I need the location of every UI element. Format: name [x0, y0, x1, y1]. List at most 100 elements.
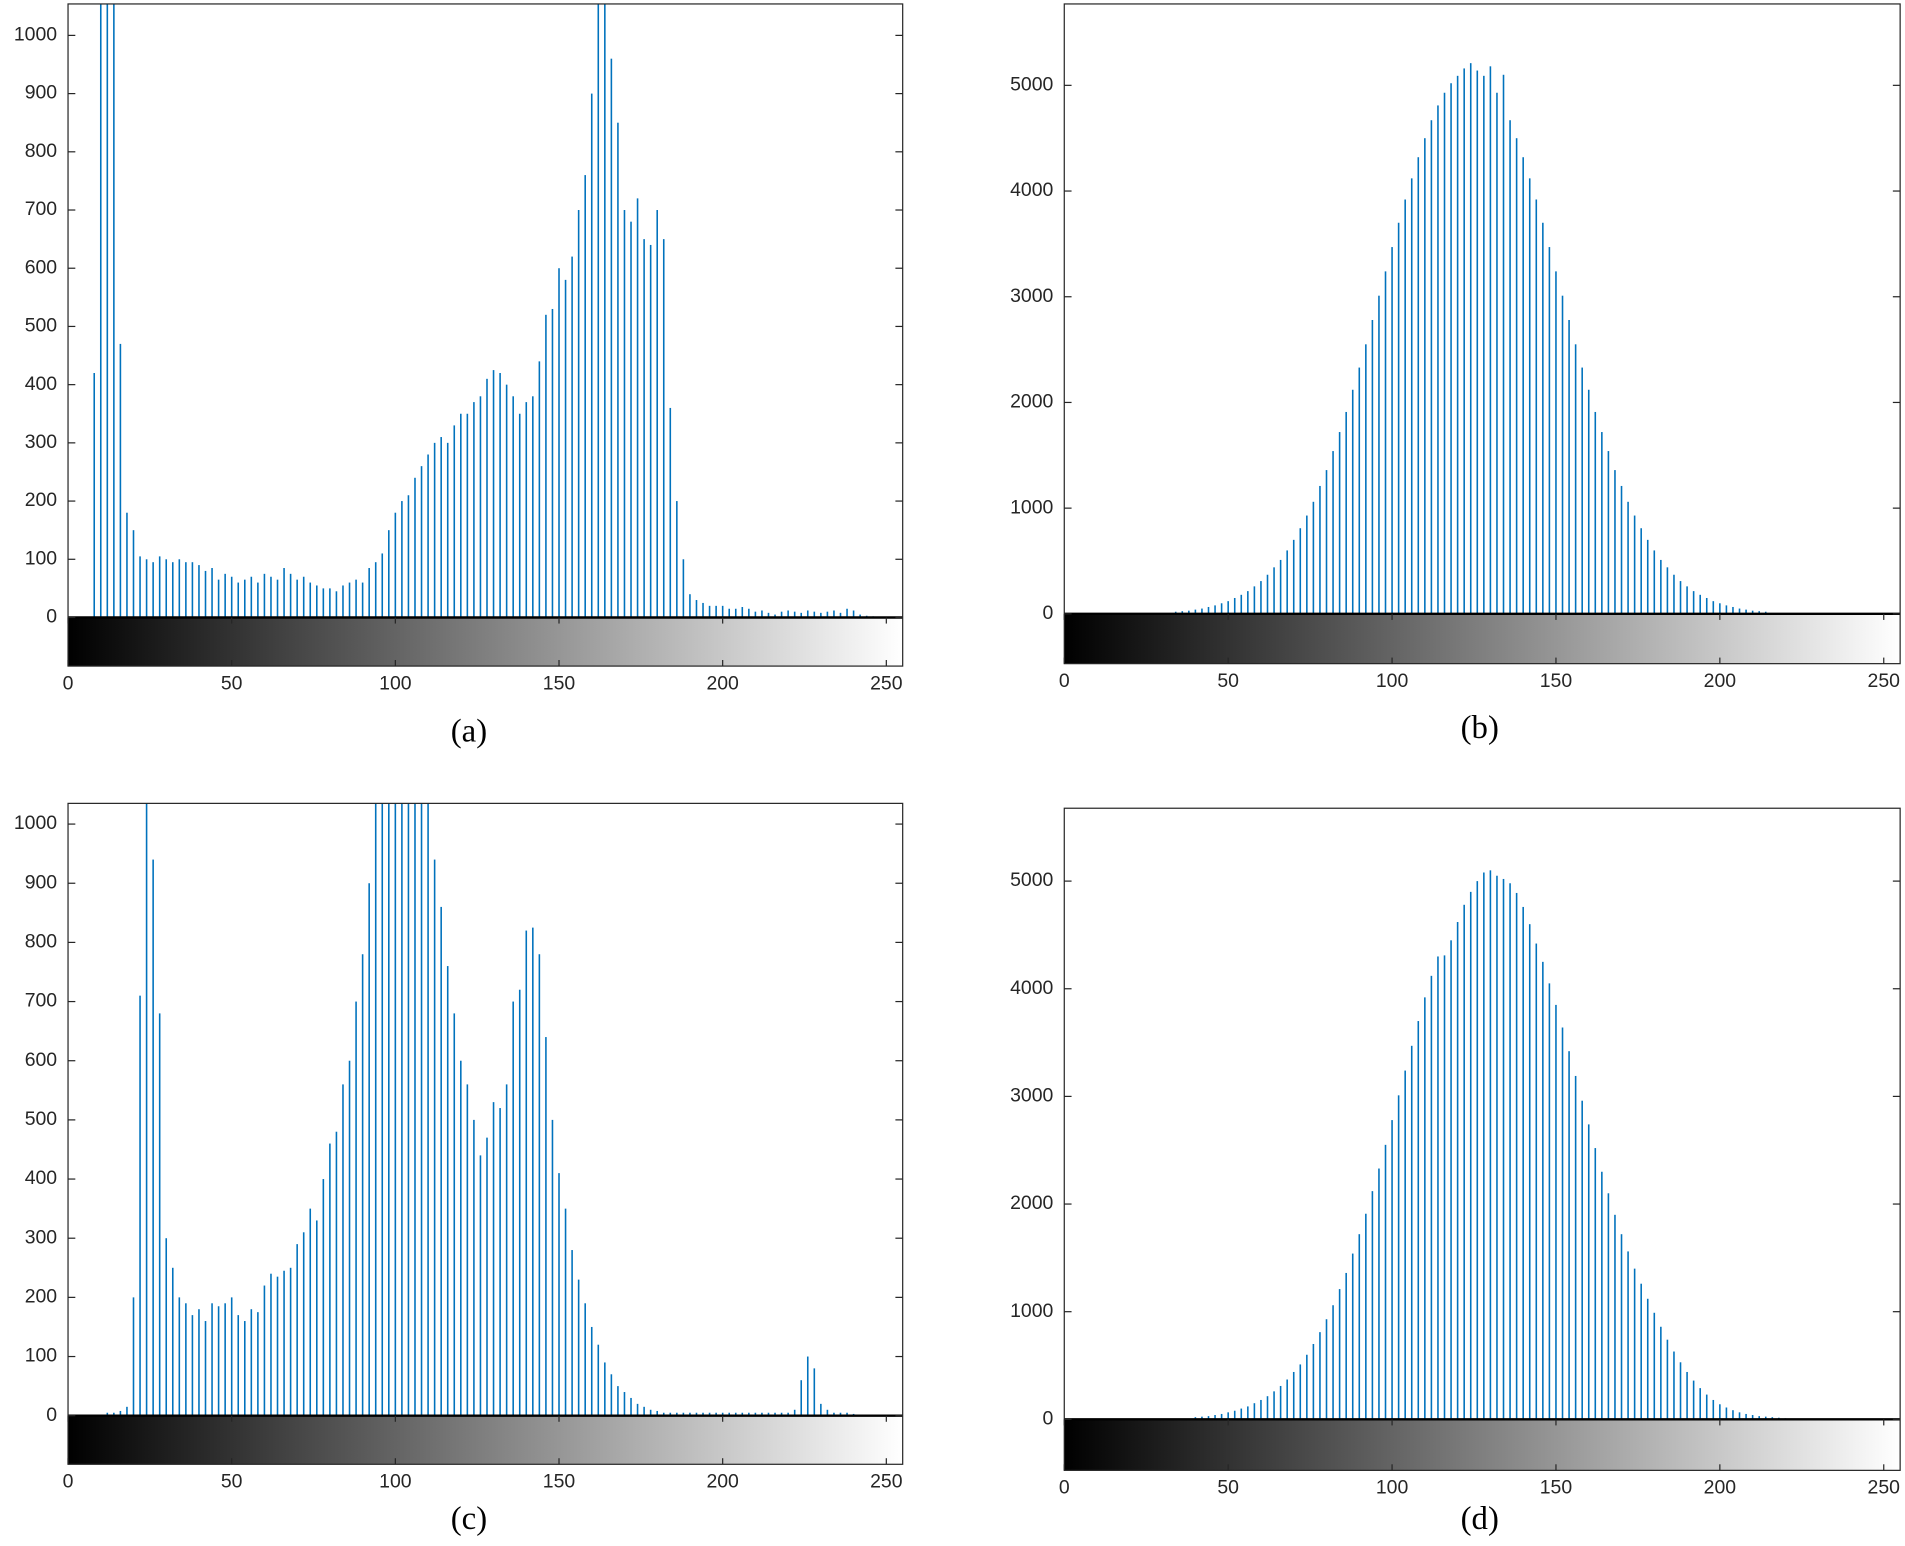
bar [604, 3, 606, 618]
bar [243, 579, 246, 618]
bar [1542, 222, 1544, 614]
bar [1227, 1412, 1229, 1420]
bar [126, 1406, 128, 1416]
caption: (d) [1461, 1501, 1499, 1537]
bar [1627, 501, 1629, 614]
bar [1692, 1380, 1695, 1420]
bar [348, 582, 351, 618]
bar [113, 3, 115, 618]
bar [695, 1412, 698, 1416]
bar [676, 501, 678, 618]
bar [1548, 247, 1551, 614]
bar [211, 1303, 213, 1416]
bar [1306, 515, 1308, 614]
plot-area [1064, 808, 1901, 1420]
bar [728, 1412, 731, 1416]
bar [119, 1410, 122, 1416]
bar [1306, 1354, 1308, 1420]
bar [518, 413, 521, 618]
bar [499, 1108, 501, 1416]
bar [1207, 606, 1210, 614]
bar [499, 373, 501, 618]
y-tick-label: 100 [25, 1345, 58, 1367]
bar [165, 559, 168, 618]
bar [532, 396, 534, 618]
y-tick-label: 2000 [1010, 1192, 1053, 1214]
bar [460, 1060, 462, 1416]
bar [355, 1001, 357, 1416]
bar [1292, 539, 1295, 614]
bar [1397, 222, 1400, 614]
bar [1476, 881, 1479, 1420]
bar [590, 93, 593, 618]
bar [525, 402, 528, 618]
y-tick-label: 4000 [1010, 977, 1053, 999]
bar [551, 1119, 554, 1416]
bar [721, 605, 724, 618]
bar [1568, 319, 1570, 614]
bar [813, 611, 816, 618]
bar [1463, 68, 1465, 614]
bar [617, 122, 619, 618]
bar [1725, 605, 1728, 614]
bar [512, 1001, 514, 1416]
bar [1456, 75, 1459, 614]
bar [1614, 470, 1616, 614]
axes-box [67, 3, 904, 667]
bar [505, 1084, 508, 1416]
panel: 0 1000 2000 3000 4000 5000 0 50 100 150 200 250 (d) [1010, 807, 1901, 1537]
bar [564, 279, 567, 618]
bar [649, 244, 652, 618]
bar [178, 1297, 181, 1416]
bar [1745, 609, 1747, 614]
bar [793, 611, 796, 618]
bar [656, 1410, 658, 1416]
bar [1496, 875, 1498, 1420]
bar [669, 407, 672, 618]
bar [329, 588, 331, 618]
bar [381, 803, 384, 1416]
bar [1653, 550, 1656, 614]
bar [689, 1412, 691, 1416]
y-tick-label: 500 [25, 315, 58, 337]
bar [708, 605, 711, 618]
bar [1640, 1283, 1642, 1420]
bar [1247, 591, 1249, 614]
bar [316, 585, 318, 618]
bar [767, 1412, 770, 1416]
bar [584, 1303, 586, 1416]
bar [270, 576, 272, 618]
bar [420, 803, 423, 1416]
bar [610, 1374, 613, 1416]
bar [859, 614, 861, 618]
bar [1587, 389, 1590, 614]
bar [132, 1297, 135, 1416]
bar [132, 530, 135, 618]
bar [839, 612, 842, 618]
x-tick-label: 100 [1376, 670, 1409, 692]
bar [702, 602, 704, 618]
y-tick-label: 0 [1043, 1407, 1054, 1429]
bar [99, 3, 102, 618]
axes-box [1063, 3, 1901, 665]
bar [1587, 1124, 1590, 1420]
bar [158, 1013, 161, 1416]
bar [401, 803, 403, 1416]
bar [846, 608, 848, 618]
bar [283, 568, 285, 618]
bar [368, 568, 370, 618]
x-tick-label: 150 [543, 672, 576, 694]
bar [1542, 961, 1544, 1420]
bar [316, 1220, 318, 1416]
bar [826, 1409, 829, 1416]
bar [224, 573, 226, 618]
bar [1594, 411, 1597, 614]
bar [1601, 1171, 1603, 1420]
bar [1299, 1364, 1302, 1420]
bar [1437, 105, 1439, 614]
bar [793, 1409, 796, 1416]
bar [1312, 1343, 1315, 1420]
bar [361, 582, 364, 618]
bar [1555, 1004, 1557, 1420]
bar [355, 579, 357, 618]
